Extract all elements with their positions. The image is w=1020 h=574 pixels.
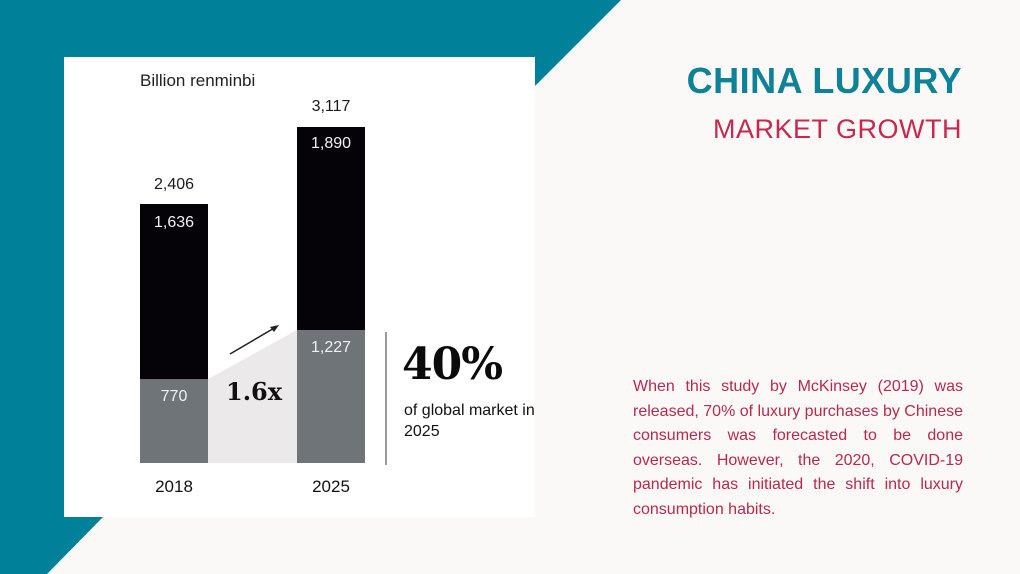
bar-2025-upper-segment: 1,890 bbox=[297, 127, 365, 330]
arrow-icon bbox=[270, 325, 279, 332]
bar-2025-total: 3,117 bbox=[311, 98, 351, 115]
bar-2018-lower-value: 770 bbox=[160, 388, 188, 405]
slide-title: CHINA LUXURY bbox=[686, 60, 962, 101]
growth-multiplier: 1.6x bbox=[226, 377, 283, 406]
bar-2018-upper-value: 1,636 bbox=[153, 214, 195, 231]
x-label-2018: 2018 bbox=[155, 477, 193, 496]
slide-subtitle: MARKET GROWTH bbox=[713, 114, 962, 144]
chart-card: Billion renminbi 2,406 1,636 770 2018 3,… bbox=[64, 57, 535, 517]
bar-2025: 1,890 1,227 bbox=[297, 127, 365, 463]
x-label-2025: 2025 bbox=[312, 477, 350, 496]
bar-2025-lower-value: 1,227 bbox=[310, 339, 352, 356]
bar-2025-lower-segment: 1,227 bbox=[297, 330, 365, 463]
bar-2018-upper-segment: 1,636 bbox=[140, 204, 208, 379]
market-share-caption: of global market in 2025 bbox=[404, 402, 535, 440]
unit-label: Billion renminbi bbox=[140, 71, 256, 90]
divider-line bbox=[385, 332, 387, 465]
slide-body-text: When this study by McKinsey (2019) was r… bbox=[633, 378, 963, 518]
bar-2018-total: 2,406 bbox=[153, 176, 195, 193]
growth-wedge bbox=[208, 325, 297, 463]
bar-2018: 1,636 770 bbox=[140, 204, 208, 463]
bar-2025-upper-value: 1,890 bbox=[310, 135, 352, 152]
bar-2018-lower-segment: 770 bbox=[140, 379, 208, 463]
market-share-value: 40% bbox=[402, 339, 503, 390]
